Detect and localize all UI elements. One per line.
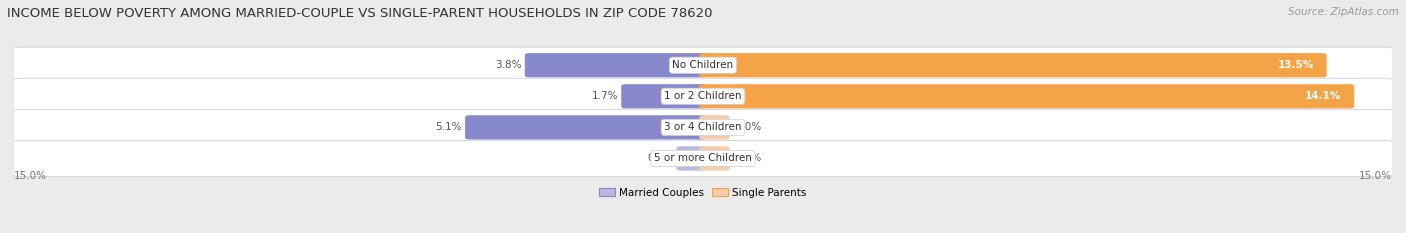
- Text: INCOME BELOW POVERTY AMONG MARRIED-COUPLE VS SINGLE-PARENT HOUSEHOLDS IN ZIP COD: INCOME BELOW POVERTY AMONG MARRIED-COUPL…: [7, 7, 713, 20]
- Text: 0.0%: 0.0%: [647, 154, 673, 163]
- FancyBboxPatch shape: [699, 115, 730, 140]
- FancyBboxPatch shape: [676, 146, 707, 171]
- Text: 5 or more Children: 5 or more Children: [654, 154, 752, 163]
- FancyBboxPatch shape: [11, 109, 1395, 145]
- Text: 3.8%: 3.8%: [495, 60, 522, 70]
- Text: 0.0%: 0.0%: [735, 122, 762, 132]
- Text: No Children: No Children: [672, 60, 734, 70]
- FancyBboxPatch shape: [11, 140, 1395, 176]
- FancyBboxPatch shape: [524, 53, 707, 77]
- FancyBboxPatch shape: [11, 78, 1395, 114]
- Text: 15.0%: 15.0%: [1360, 171, 1392, 181]
- Text: 1.7%: 1.7%: [592, 91, 619, 101]
- Legend: Married Couples, Single Parents: Married Couples, Single Parents: [595, 183, 811, 202]
- FancyBboxPatch shape: [621, 84, 707, 108]
- Text: 1 or 2 Children: 1 or 2 Children: [664, 91, 742, 101]
- Text: 0.0%: 0.0%: [735, 154, 762, 163]
- FancyBboxPatch shape: [11, 47, 1395, 83]
- Text: 14.1%: 14.1%: [1305, 91, 1341, 101]
- FancyBboxPatch shape: [699, 53, 1327, 77]
- Text: 3 or 4 Children: 3 or 4 Children: [664, 122, 742, 132]
- FancyBboxPatch shape: [699, 146, 730, 171]
- Text: 5.1%: 5.1%: [436, 122, 461, 132]
- Text: Source: ZipAtlas.com: Source: ZipAtlas.com: [1288, 7, 1399, 17]
- Text: 15.0%: 15.0%: [14, 171, 46, 181]
- Text: 13.5%: 13.5%: [1278, 60, 1313, 70]
- FancyBboxPatch shape: [465, 115, 707, 140]
- FancyBboxPatch shape: [699, 84, 1354, 108]
